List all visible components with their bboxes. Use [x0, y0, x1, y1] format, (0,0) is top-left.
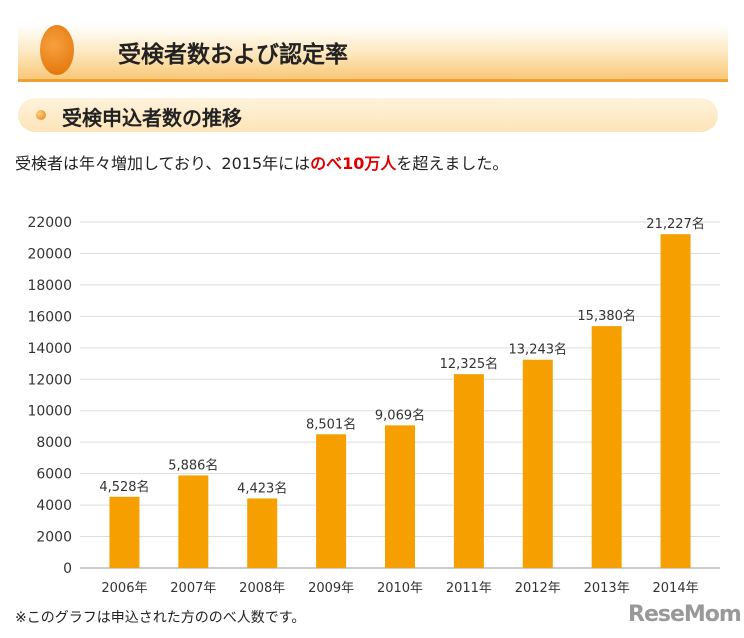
- data-label: 8,501名: [306, 416, 356, 432]
- intro-text: 受検者は年々増加しており、2015年にはのべ10万人を超えました。: [15, 150, 508, 174]
- subsection-title: 受検申込者数の推移: [62, 106, 242, 130]
- data-label: 4,528名: [99, 479, 149, 495]
- y-tick-label: 20000: [27, 246, 72, 262]
- y-tick-label: 10000: [27, 404, 72, 420]
- x-tick-label: 2007年: [170, 581, 216, 596]
- bar: [109, 496, 140, 568]
- bar: [316, 434, 347, 568]
- y-tick-label: 22000: [27, 215, 72, 231]
- x-tick-label: 2011年: [446, 581, 492, 596]
- y-tick-label: 16000: [27, 309, 72, 325]
- bar: [247, 498, 278, 568]
- bullet-dot-icon: [36, 110, 46, 120]
- data-label: 13,243名: [509, 342, 568, 358]
- x-tick-label: 2012年: [515, 581, 561, 596]
- bar: [522, 359, 553, 568]
- y-tick-label: 8000: [36, 435, 72, 451]
- data-label: 15,380名: [577, 308, 636, 324]
- bar: [178, 475, 209, 568]
- y-tick-label: 0: [63, 561, 72, 577]
- footnote: ※このグラフは申込された方ののべ人数です。: [15, 610, 306, 626]
- x-tick-label: 2009年: [308, 581, 354, 596]
- y-tick-label: 6000: [36, 467, 72, 483]
- intro-after: を超えました。: [396, 154, 509, 173]
- x-tick-label: 2014年: [653, 581, 699, 596]
- data-label: 12,325名: [440, 356, 499, 372]
- globe-icon: [40, 25, 74, 75]
- x-tick-label: 2008年: [239, 581, 285, 596]
- data-label: 4,423名: [237, 480, 287, 496]
- intro-highlight: のべ10万人: [310, 154, 397, 173]
- y-tick-label: 4000: [36, 498, 72, 514]
- data-label: 5,886名: [168, 457, 218, 473]
- y-tick-label: 12000: [27, 372, 72, 388]
- intro-before: 受検者は年々増加しており、2015年には: [15, 154, 311, 173]
- y-tick-label: 18000: [27, 278, 72, 294]
- data-label: 21,227名: [646, 216, 705, 232]
- x-tick-label: 2006年: [101, 581, 147, 596]
- data-label: 9,069名: [375, 407, 425, 423]
- bar: [453, 374, 484, 568]
- y-tick-label: 2000: [36, 530, 72, 546]
- bar: [591, 326, 622, 568]
- section-header: 受検者数および認定率: [18, 25, 728, 82]
- y-tick-label: 14000: [27, 341, 72, 357]
- bar: [385, 425, 415, 568]
- x-tick-label: 2013年: [584, 581, 630, 596]
- subsection-header: 受検申込者数の推移: [18, 98, 718, 132]
- x-tick-label: 2010年: [377, 581, 423, 596]
- bar: [660, 234, 691, 569]
- header-title: 受検者数および認定率: [118, 42, 348, 68]
- resemom-logo: ReseMom: [628, 602, 742, 627]
